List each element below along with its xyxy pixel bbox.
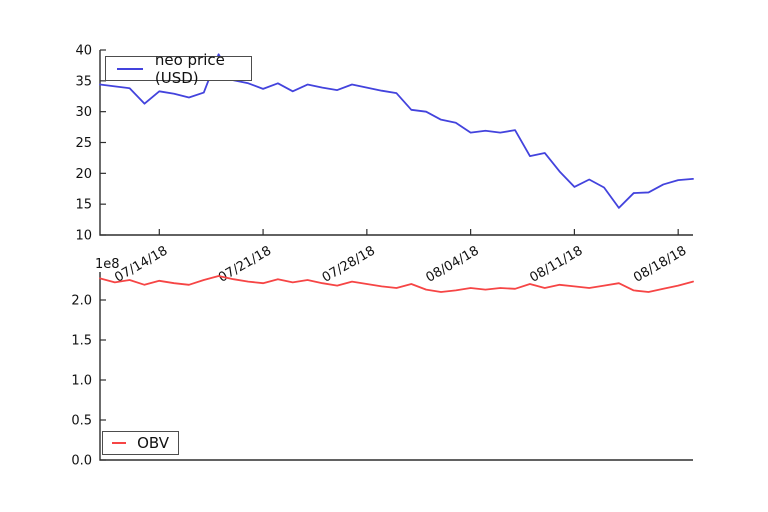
price-ytick-label: 35	[75, 74, 92, 89]
obv-ytick-label: 2.0	[71, 294, 92, 309]
price-ytick-label: 20	[75, 167, 92, 182]
price-ytick-label: 40	[75, 44, 92, 59]
price-legend-label: neo price (USD)	[154, 50, 225, 87]
obv-legend: OBV	[102, 431, 179, 455]
price-ytick-label: 30	[75, 105, 92, 120]
obv-line	[99, 275, 694, 293]
neo-price-line	[99, 53, 694, 209]
price-xtick-label: 08/04/18	[424, 243, 482, 285]
obv-ytick-label: 1.5	[71, 334, 92, 349]
price-xtick-label: 08/18/18	[631, 243, 689, 285]
price-xtick-label: 07/28/18	[320, 243, 378, 285]
price-ytick-label: 15	[75, 198, 92, 213]
price-ytick-label: 10	[75, 229, 92, 244]
price-ytick-label: 25	[75, 136, 92, 151]
obv-legend-line-swatch	[112, 442, 127, 444]
price-xtick-label: 08/11/18	[527, 243, 585, 285]
obv-legend-label: OBV	[137, 434, 169, 452]
obv-ytick-label: 0.5	[71, 414, 92, 429]
obv-ytick-label: 1.0	[71, 374, 92, 389]
obv-ytick-label: 0.0	[71, 454, 92, 469]
obv-axis-spines	[99, 272, 693, 461]
price-legend-line-swatch	[117, 67, 143, 70]
price-xtick-label: 07/14/18	[112, 243, 170, 285]
price-legend: neo price (USD)	[105, 51, 252, 87]
obv-axis-offset-label: 1e8	[95, 257, 120, 272]
price-xtick-label: 07/21/18	[216, 243, 274, 285]
